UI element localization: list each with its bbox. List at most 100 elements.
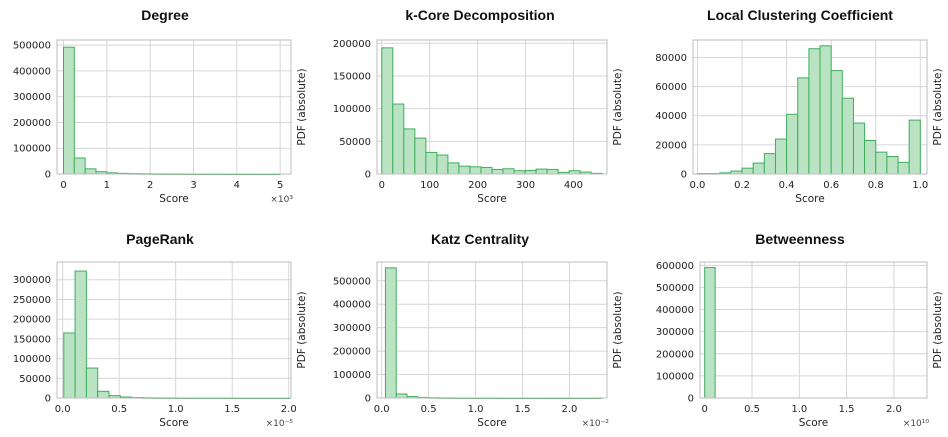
chart-panel: PageRank 0.0 0.5 1.0 1.5 2.0 0 50000 100000 15000…	[13, 231, 308, 429]
x-tick-label: 100	[420, 180, 439, 191]
plot-frame	[56, 39, 292, 175]
chart-title: Local Clustering Coefficient	[707, 7, 893, 23]
histogram-bar	[535, 168, 548, 175]
chart-panel: Degree 0 1 2 3 4 5 0 100000 200000 300000 400000 500…	[13, 7, 308, 205]
histogram-bar	[741, 167, 754, 175]
y-tick-label: 40000	[655, 111, 687, 122]
x-tick-label: 1.0	[168, 404, 184, 415]
x-tick-label: 5	[277, 180, 283, 191]
histogram-bar	[886, 156, 899, 175]
y-tick-label: 100000	[333, 370, 371, 381]
x-tick-label: 0.0	[690, 180, 706, 191]
y-axis-label: PDF (absolute)	[932, 68, 944, 145]
y-tick-label: 250000	[13, 295, 51, 306]
histogram-bar	[84, 168, 97, 175]
y-tick-label: 200000	[333, 39, 371, 50]
histogram-bar	[830, 70, 843, 175]
histogram-bar	[97, 390, 110, 399]
chart-title: PageRank	[126, 231, 194, 247]
y-tick-label: 0	[45, 394, 51, 405]
histogram-bar	[704, 267, 716, 399]
y-tick-label: 60000	[655, 82, 687, 93]
histogram-bar	[763, 153, 776, 175]
y-axis-label: PDF (absolute)	[612, 68, 624, 145]
y-tick-label: 0	[688, 394, 694, 405]
y-tick-label: 400000	[333, 300, 371, 311]
histogram-bar	[502, 168, 515, 175]
y-tick-label: 100000	[13, 144, 51, 155]
chart-title: k-Core Decomposition	[405, 7, 554, 23]
histogram-bar	[63, 332, 76, 399]
y-tick-label: 300000	[13, 275, 51, 286]
x-axis-label: Score	[477, 417, 506, 429]
histogram-bar	[786, 113, 799, 175]
histogram-bar	[546, 168, 559, 175]
histogram-bar	[852, 122, 866, 175]
y-tick-label: 50000	[19, 374, 51, 385]
x-tick-label: 0.5	[111, 404, 127, 415]
x-tick-label: 200	[468, 180, 487, 191]
y-tick-label: 0	[45, 170, 51, 181]
y-axis-label: PDF (absolute)	[296, 291, 308, 368]
x-tick-label: 3	[190, 180, 196, 191]
histogram-bar	[74, 270, 87, 399]
x-tick-label: 0.5	[421, 404, 437, 415]
x-tick-label: 0.5	[744, 404, 760, 415]
x-tick-label: 4	[234, 180, 240, 191]
x-axis-multiplier: ×10⁻²	[582, 419, 610, 429]
y-tick-label: 200000	[13, 118, 51, 129]
histogram-bar	[436, 154, 449, 175]
y-tick-label: 50000	[339, 137, 371, 148]
y-axis-label: PDF (absolute)	[296, 68, 308, 145]
histogram-bar	[458, 165, 471, 175]
chart-title: Katz Centrality	[431, 231, 529, 247]
x-tick-label: 300	[516, 180, 535, 191]
y-tick-label: 300000	[13, 92, 51, 103]
histogram-bar	[908, 119, 921, 175]
histogram-bar	[425, 151, 438, 175]
histogram-bar	[395, 393, 408, 399]
histogram-bar	[403, 128, 416, 175]
y-tick-label: 500000	[333, 276, 371, 287]
y-tick-label: 400000	[656, 305, 694, 316]
x-tick-label: 2.0	[281, 404, 297, 415]
y-tick-label: 150000	[333, 71, 371, 82]
histogram-bar	[752, 162, 765, 175]
y-tick-label: 0	[681, 170, 687, 181]
x-tick-label: 0.0	[374, 404, 390, 415]
x-tick-label: 0	[379, 180, 385, 191]
x-tick-label: 1.5	[515, 404, 531, 415]
histogram-bar	[841, 97, 854, 175]
y-tick-label: 500000	[656, 283, 694, 294]
histogram-bar	[85, 367, 99, 399]
histogram-bar	[73, 157, 86, 175]
chart-panel: Katz Centrality 0.0 0.5 1.0 1.5 2.0 0 100000 200…	[333, 231, 624, 429]
y-tick-label: 200000	[13, 315, 51, 326]
y-tick-label: 80000	[655, 53, 687, 64]
y-tick-label: 150000	[13, 334, 51, 345]
x-axis-label: Score	[477, 193, 506, 205]
y-tick-label: 200000	[656, 349, 694, 360]
x-tick-label: 0	[702, 404, 708, 415]
x-tick-label: 1	[104, 180, 110, 191]
histogram-bar	[897, 161, 910, 175]
x-tick-label: 2.0	[561, 404, 577, 415]
x-tick-label: 2	[147, 180, 153, 191]
y-tick-label: 300000	[333, 323, 371, 334]
y-tick-label: 400000	[13, 66, 51, 77]
plot-frame	[56, 261, 292, 399]
x-tick-label: 0.8	[868, 180, 884, 191]
plot-frame	[376, 261, 608, 399]
histogram-bar	[392, 103, 405, 175]
y-tick-label: 600000	[656, 261, 694, 272]
histogram-bar	[381, 47, 394, 175]
y-tick-label: 100000	[333, 104, 371, 115]
x-tick-label: 2.0	[886, 404, 902, 415]
chart-panel: k-Core Decomposition 0 100 200 300 400 0 50000 1…	[333, 7, 624, 205]
plot-frame	[692, 39, 928, 175]
x-tick-label: 1.5	[839, 404, 855, 415]
histogram-bar	[63, 46, 75, 175]
histogram-bar	[864, 140, 877, 175]
x-tick-label: 0	[60, 180, 66, 191]
